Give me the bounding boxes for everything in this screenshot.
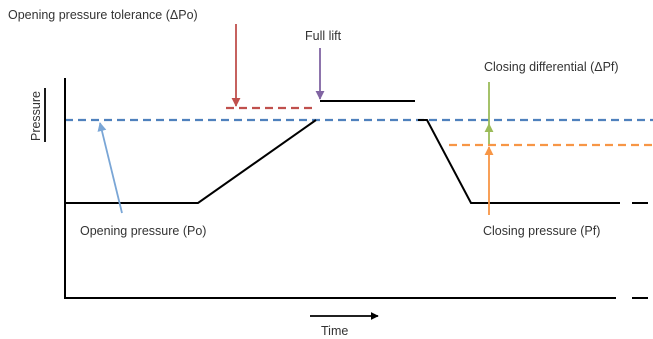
full-lift-label: Full lift	[305, 29, 342, 43]
y-axis-label: Pressure	[29, 91, 43, 141]
closing-differential-label: Closing differential (ΔPf)	[484, 60, 619, 74]
opening-pressure-label: Opening pressure (Po)	[80, 224, 206, 238]
closing-pressure-label: Closing pressure (Pf)	[483, 224, 600, 238]
pressure-curve-fall	[418, 119, 620, 204]
opening-pressure-arrow	[97, 122, 123, 214]
x-axis-label: Time	[321, 324, 348, 338]
pressure-curve-rise	[65, 119, 317, 204]
opening-pressure-tolerance-label: Opening pressure tolerance (ΔPo)	[8, 8, 198, 22]
